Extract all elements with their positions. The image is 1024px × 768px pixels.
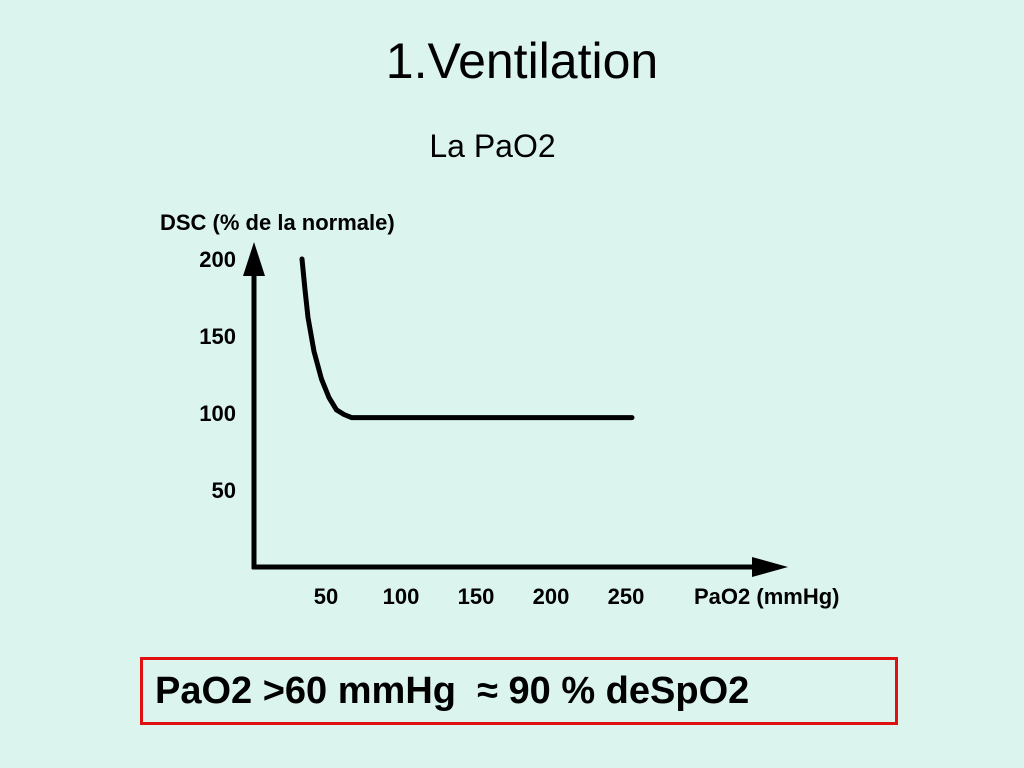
slide-title: 1.Ventilation: [385, 33, 659, 89]
y-tick-labels: 50 100 150 200: [199, 247, 236, 503]
x-tick-label: 200: [533, 584, 570, 609]
y-tick-label: 100: [199, 401, 236, 426]
chart-series: [299, 256, 635, 421]
x-tick-label: 250: [608, 584, 645, 609]
y-axis-label: DSC (% de la normale): [160, 210, 395, 235]
x-axis-label: PaO2 (mmHg): [694, 584, 839, 609]
y-axis-arrow: [243, 242, 265, 276]
series-line: [299, 256, 635, 421]
x-tick-labels: 50 100 150 200 250: [314, 584, 645, 609]
callout-box: PaO2 >60 mmHg ≈ 90 % deSpO2: [140, 657, 898, 725]
chart-axes: [243, 242, 788, 577]
x-tick-label: 150: [458, 584, 495, 609]
y-tick-label: 200: [199, 247, 236, 272]
slide-subtitle: La PaO2: [429, 128, 556, 164]
callout-text: PaO2 >60 mmHg ≈ 90 % deSpO2: [155, 670, 750, 712]
y-tick-label: 50: [212, 478, 236, 503]
x-tick-label: 50: [314, 584, 338, 609]
chart: DSC (% de la normale) PaO2 (mmHg) 50 100 1…: [160, 210, 839, 609]
y-tick-label: 150: [199, 324, 236, 349]
x-axis-arrow: [752, 557, 788, 577]
x-tick-label: 100: [383, 584, 420, 609]
